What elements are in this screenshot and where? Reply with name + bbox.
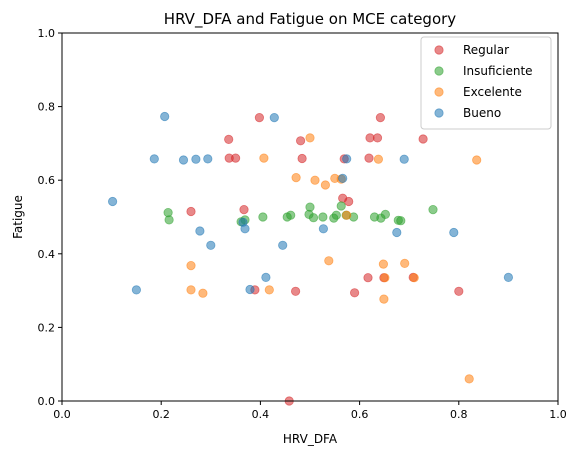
data-point-bueno-13	[269, 113, 279, 123]
data-point-insuficiente-13	[336, 201, 346, 211]
data-point-insuficiente-9	[308, 213, 319, 223]
data-point-bueno-1	[131, 285, 141, 295]
data-point-bueno-17	[342, 154, 352, 164]
data-point-insuficiente-21	[428, 205, 438, 215]
data-point-excelente-1	[186, 285, 196, 295]
data-point-bueno-20	[449, 227, 459, 238]
legend: Regular Insuficiente Excelente Bueno	[420, 36, 552, 130]
data-point-bueno-15	[318, 224, 328, 234]
data-point-excelente-6	[305, 133, 315, 143]
data-point-bueno-2	[149, 154, 159, 164]
data-point-regular-8	[297, 153, 307, 164]
x-tick-label: 1.0	[549, 408, 567, 421]
data-point-excelente-7	[310, 175, 320, 185]
x-tick-label: 0.8	[450, 408, 468, 421]
data-point-regular-21	[418, 134, 428, 144]
data-point-excelente-15	[379, 294, 389, 304]
data-point-regular-17	[372, 133, 383, 143]
data-point-regular-6	[290, 286, 301, 296]
legend-marker-bueno	[434, 108, 444, 118]
y-tick-label: 0.4	[38, 248, 56, 261]
data-point-bueno-0	[108, 196, 118, 207]
data-point-excelente-17	[400, 258, 410, 268]
data-point-bueno-7	[203, 154, 213, 164]
data-point-excelente-18	[409, 273, 419, 283]
data-point-regular-14	[363, 273, 373, 283]
data-point-insuficiente-4	[258, 212, 268, 222]
y-axis-label: Fatigue	[11, 195, 25, 239]
data-point-regular-5	[254, 113, 264, 123]
data-point-insuficiente-20	[396, 216, 406, 226]
x-tick-label: 0.4	[252, 408, 270, 421]
data-point-excelente-14	[378, 259, 388, 269]
data-point-excelente-20	[472, 155, 482, 165]
y-tick-label: 0.8	[38, 101, 56, 114]
data-point-excelente-0	[186, 260, 196, 271]
data-point-excelente-3	[259, 153, 269, 163]
data-point-regular-22	[454, 286, 464, 296]
chart-title: HRV_DFA and Fatigue on MCE category	[164, 10, 457, 29]
data-point-regular-15	[364, 153, 374, 163]
x-axis-label: HRV_DFA	[283, 432, 338, 446]
data-point-excelente-9	[324, 256, 334, 266]
data-point-excelente-2	[198, 288, 208, 298]
data-point-bueno-16	[338, 173, 348, 183]
data-point-bueno-19	[399, 154, 409, 164]
legend-label-bueno: Bueno	[463, 106, 501, 120]
y-tick-label: 0.0	[38, 395, 56, 408]
legend-marker-regular	[434, 45, 444, 55]
legend-label-insuficiente: Insuficiente	[463, 64, 533, 78]
data-point-insuficiente-18	[380, 209, 390, 219]
data-point-insuficiente-12	[331, 210, 341, 220]
data-point-bueno-3	[160, 111, 170, 122]
data-point-excelente-5	[291, 173, 301, 183]
data-point-bueno-10	[240, 224, 250, 234]
legend-box	[420, 36, 552, 130]
data-point-bueno-6	[195, 226, 205, 236]
data-point-bueno-21	[503, 272, 513, 282]
data-point-regular-23	[186, 206, 196, 217]
y-tick-label: 0.2	[38, 321, 56, 334]
data-point-regular-0	[224, 134, 234, 144]
data-point-regular-2	[231, 153, 241, 163]
data-point-excelente-12	[342, 210, 352, 220]
data-point-bueno-12	[261, 272, 271, 282]
data-point-insuficiente-10	[318, 212, 328, 222]
data-point-regular-13	[349, 288, 360, 298]
data-point-bueno-4	[178, 155, 189, 165]
data-point-insuficiente-8	[305, 202, 315, 212]
plot-area-frame	[61, 32, 559, 402]
legend-marker-insuficiente	[434, 66, 444, 76]
x-tick-label: 0.6	[351, 408, 369, 421]
data-point-insuficiente-6	[286, 210, 296, 220]
data-point-regular-7	[295, 136, 306, 146]
x-tick-label: 0.2	[152, 408, 170, 421]
data-point-excelente-4	[264, 285, 274, 295]
data-point-bueno-11	[245, 284, 255, 295]
data-point-bueno-14	[278, 240, 288, 250]
data-point-excelente-19	[464, 374, 474, 384]
legend-marker-excelente	[434, 87, 444, 97]
data-point-insuficiente-1	[164, 215, 174, 225]
data-point-excelente-16	[380, 273, 390, 283]
x-tick-label: 0.0	[53, 408, 71, 421]
y-tick-label: 1.0	[38, 27, 56, 40]
data-point-bueno-5	[191, 154, 201, 164]
data-point-regular-18	[375, 113, 385, 123]
legend-label-regular: Regular	[463, 43, 509, 57]
data-point-regular-12	[344, 196, 354, 207]
data-point-bueno-8	[206, 240, 216, 250]
data-point-excelente-8	[320, 180, 330, 190]
data-point-excelente-13	[373, 154, 383, 164]
axis-ticks: 0.0 0.2 0.4 0.6 0.8 1.0 0.0 0.2 0.4 0.6 0.8 1.0	[38, 27, 567, 421]
legend-label-excelente: Excelente	[463, 85, 522, 99]
y-tick-label: 0.6	[38, 174, 56, 187]
points-layer	[108, 111, 513, 406]
data-point-regular-3	[239, 205, 249, 215]
data-point-bueno-18	[392, 227, 402, 238]
